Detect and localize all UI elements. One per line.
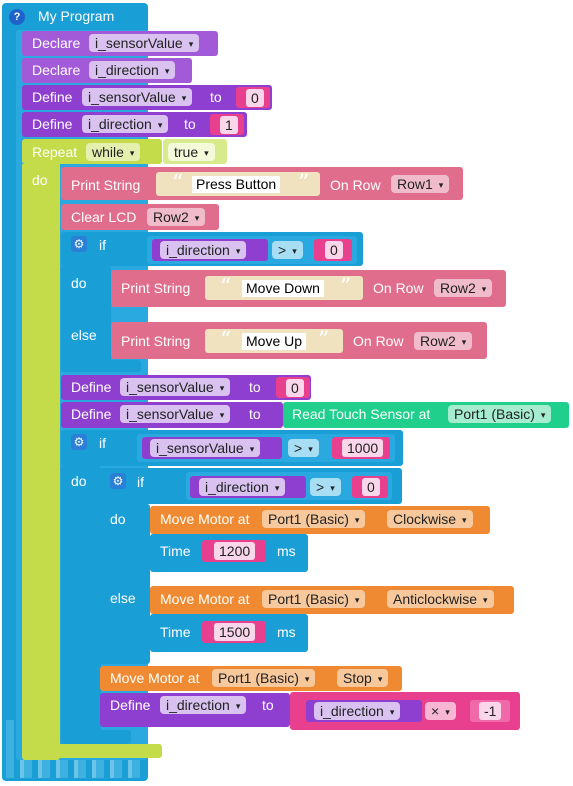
- help-icon[interactable]: ?: [9, 9, 25, 25]
- define-keyword: Define: [32, 116, 73, 132]
- number-value[interactable]: 1000: [342, 439, 384, 457]
- operator-dropdown[interactable]: > ▾: [310, 478, 341, 496]
- close-quote-icon: ”: [340, 275, 352, 300]
- if-keyword: if: [137, 474, 144, 490]
- if-else-label: else: [71, 327, 97, 343]
- if-do-label: do: [110, 511, 126, 527]
- variable-dropdown[interactable]: i_direction ▾: [82, 115, 169, 133]
- if-keyword: if: [99, 435, 106, 451]
- variable-dropdown[interactable]: i_sensorValue ▾: [150, 439, 261, 457]
- if-footer: [61, 360, 141, 372]
- time-label: Time: [160, 624, 191, 640]
- operator-dropdown[interactable]: > ▾: [288, 439, 319, 457]
- row-dropdown[interactable]: Row2 ▾: [414, 332, 473, 350]
- variable-dropdown[interactable]: i_direction ▾: [160, 241, 247, 259]
- port-dropdown[interactable]: Port1 (Basic) ▾: [262, 510, 366, 528]
- if-keyword: if: [99, 237, 106, 253]
- text-value[interactable]: Move Down: [242, 280, 324, 297]
- text-value[interactable]: Move Up: [242, 333, 307, 350]
- program-title: My Program: [38, 8, 115, 24]
- operator-dropdown[interactable]: > ▾: [272, 241, 303, 259]
- time-unit-label: ms: [277, 543, 296, 559]
- print-string-keyword: Print String: [121, 333, 191, 349]
- port-dropdown[interactable]: Port1 (Basic) ▾: [262, 590, 366, 608]
- define-to-label: to: [262, 697, 274, 713]
- define-keyword: Define: [71, 379, 112, 395]
- direction-dropdown[interactable]: Clockwise ▾: [387, 510, 473, 528]
- declare-keyword: Declare: [32, 35, 81, 51]
- define-keyword: Define: [32, 89, 73, 105]
- define-to-label: to: [249, 379, 261, 395]
- variable-dropdown[interactable]: i_direction ▾: [199, 478, 286, 496]
- row-dropdown[interactable]: Row2 ▾: [147, 208, 206, 226]
- variable-dropdown[interactable]: i_direction ▾: [89, 61, 176, 79]
- open-quote-icon: “: [220, 275, 232, 300]
- if-do-label: do: [71, 473, 87, 489]
- number-value[interactable]: 0: [286, 379, 304, 397]
- if-body: [61, 466, 101, 744]
- clear-lcd-keyword: Clear LCD: [71, 209, 137, 225]
- gear-icon[interactable]: ⚙: [110, 473, 126, 489]
- repeat-keyword: Repeat: [32, 144, 78, 160]
- open-quote-icon: “: [220, 328, 232, 353]
- define-to-label: to: [210, 89, 222, 105]
- number-value[interactable]: -1: [479, 702, 502, 720]
- repeat-footer: [22, 744, 162, 758]
- port-dropdown[interactable]: Port1 (Basic) ▾: [212, 669, 316, 687]
- text-value[interactable]: Press Button: [192, 176, 281, 193]
- number-value[interactable]: 0: [362, 478, 380, 496]
- if-else-label: else: [110, 590, 136, 606]
- number-value[interactable]: 0: [246, 89, 264, 107]
- variable-dropdown[interactable]: i_sensorValue ▾: [120, 405, 231, 423]
- define-to-label: to: [184, 116, 196, 132]
- if-body: [100, 504, 150, 664]
- row-dropdown[interactable]: Row2 ▾: [434, 279, 493, 297]
- move-motor-keyword: Move Motor at: [160, 511, 250, 527]
- on-row-label: On Row: [353, 333, 404, 349]
- gear-icon[interactable]: ⚙: [71, 434, 87, 450]
- time-label: Time: [160, 543, 191, 559]
- variable-dropdown[interactable]: i_sensorValue ▾: [120, 378, 231, 396]
- on-row-label: On Row: [330, 177, 381, 193]
- define-keyword: Define: [110, 697, 151, 713]
- repeat-do-label: do: [32, 172, 48, 188]
- print-string-keyword: Print String: [121, 280, 191, 296]
- variable-dropdown[interactable]: i_sensorValue ▾: [89, 34, 200, 52]
- close-quote-icon: ”: [298, 171, 310, 196]
- print-string-keyword: Print String: [71, 177, 141, 193]
- number-value[interactable]: 1200: [214, 542, 256, 560]
- declare-keyword: Declare: [32, 62, 81, 78]
- number-value[interactable]: 0: [325, 241, 343, 259]
- move-motor-keyword: Move Motor at: [110, 670, 200, 686]
- port-dropdown[interactable]: Port1 (Basic) ▾: [448, 405, 552, 423]
- if-footer: [61, 730, 131, 744]
- row-dropdown[interactable]: Row1 ▾: [391, 175, 450, 193]
- on-row-label: On Row: [373, 280, 424, 296]
- time-unit-label: ms: [277, 624, 296, 640]
- repeat-mode-dropdown[interactable]: while ▾: [86, 143, 141, 161]
- define-to-label: to: [249, 406, 261, 422]
- define-keyword: Define: [71, 406, 112, 422]
- touch-sensor-keyword: Read Touch Sensor at: [292, 406, 431, 422]
- variable-dropdown[interactable]: i_direction ▾: [160, 696, 247, 714]
- gear-icon[interactable]: ⚙: [71, 236, 87, 252]
- open-quote-icon: “: [172, 171, 184, 196]
- if-body: [61, 266, 111, 372]
- close-quote-icon: ”: [318, 328, 330, 353]
- variable-dropdown[interactable]: i_sensorValue ▾: [82, 88, 193, 106]
- number-value[interactable]: 1500: [214, 623, 256, 641]
- number-value[interactable]: 1: [220, 116, 238, 134]
- if-do-label: do: [71, 275, 87, 291]
- variable-dropdown[interactable]: i_direction ▾: [314, 702, 401, 720]
- operator-dropdown[interactable]: × ▾: [425, 702, 456, 720]
- move-motor-keyword: Move Motor at: [160, 591, 250, 607]
- direction-dropdown[interactable]: Anticlockwise ▾: [387, 590, 494, 608]
- direction-dropdown[interactable]: Stop ▾: [337, 669, 389, 687]
- condition-dropdown[interactable]: true ▾: [168, 143, 215, 161]
- repeat-body: [22, 164, 60, 760]
